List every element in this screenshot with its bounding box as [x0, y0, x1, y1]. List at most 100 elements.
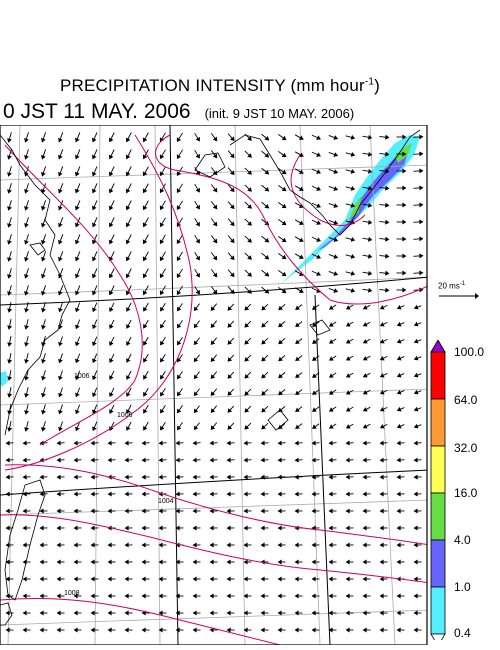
- wind-arrow-head: [192, 457, 197, 463]
- wind-arrow-head: [261, 339, 266, 345]
- wind-arrow-head: [124, 440, 129, 446]
- wind-arrow-head: [41, 256, 46, 262]
- wind-arrow-head: [212, 238, 218, 244]
- wind-arrow-head: [58, 426, 63, 432]
- wind-arrow-head: [402, 219, 407, 225]
- wind-arrow-head: [56, 491, 61, 497]
- wind-arrow-head: [247, 170, 252, 175]
- wind-arrow-head: [333, 220, 339, 225]
- wind-arrow-head: [260, 440, 265, 446]
- wind-arrow-head: [345, 440, 350, 446]
- wind-arrow-head: [226, 576, 231, 582]
- wind-arrow-head: [210, 357, 216, 363]
- wind-arrow-head: [58, 409, 63, 415]
- wind-arrow-head: [264, 238, 270, 243]
- wind-arrow-head: [350, 237, 356, 242]
- wind-arrow-head: [74, 137, 80, 143]
- wind-arrow-head: [176, 205, 182, 210]
- wind-arrow-head: [311, 440, 316, 446]
- wind-arrow-head: [74, 273, 80, 279]
- wind-arrow-head: [260, 542, 265, 548]
- wind-arrow-head: [226, 491, 231, 497]
- legend-label: 32.0: [454, 441, 478, 455]
- wind-arrow-head: [109, 358, 114, 363]
- wind-arrow-head: [396, 593, 401, 599]
- wind-arrow-head: [396, 610, 401, 616]
- wind-arrow-head: [74, 222, 80, 228]
- wind-arrow-head: [5, 627, 10, 633]
- wind-arrow-head: [74, 171, 80, 177]
- wind-arrow-head: [396, 542, 401, 548]
- wind-arrow-head: [413, 491, 418, 497]
- wind-arrow-head: [58, 307, 63, 313]
- wind-arrow-head: [379, 576, 384, 582]
- wind-arrow-head: [125, 256, 131, 262]
- legend-label: 0.4: [454, 626, 471, 640]
- wind-arrow-head: [212, 136, 218, 142]
- wind-arrow-head: [24, 342, 29, 347]
- wind-arrow-head: [281, 152, 287, 158]
- legend-swatch: [430, 586, 446, 635]
- weather-map: 1006 1006 1004 1008: [0, 125, 428, 645]
- wind-arrow-head: [294, 508, 299, 514]
- wind-arrow-head: [126, 341, 131, 346]
- wind-arrow-head: [193, 357, 199, 363]
- wind-arrow-head: [379, 457, 384, 463]
- wind-arrow-head: [58, 392, 63, 398]
- wind-arrow-head: [385, 202, 390, 208]
- wind-arrow-head: [396, 474, 401, 480]
- wind-arrow-head: [328, 542, 333, 548]
- wind-arrow-head: [295, 390, 300, 395]
- wind-arrow-head: [7, 291, 12, 296]
- wind-arrow-head: [243, 610, 248, 616]
- wind-arrow-head: [175, 491, 180, 497]
- wind-arrow-head: [90, 576, 95, 582]
- wind-arrow-head: [402, 185, 407, 191]
- wind-arrow-head: [7, 189, 12, 194]
- wind-arrow-head: [312, 356, 317, 361]
- wind-arrow-head: [298, 152, 304, 157]
- wind-arrow-head: [73, 593, 78, 599]
- wind-arrow-head: [125, 171, 131, 177]
- wind-arrow-head: [247, 187, 252, 192]
- wind-arrow-head: [41, 171, 46, 177]
- wind-arrow-head: [192, 542, 197, 548]
- wind-arrow-head: [277, 440, 282, 446]
- wind-arrow-head: [385, 270, 390, 276]
- wind-arrow-head: [212, 187, 218, 193]
- wind-arrow-head: [126, 375, 131, 380]
- wind-arrow-head: [345, 457, 350, 463]
- isobar-label: 1008: [64, 590, 80, 597]
- wind-arrow-head: [316, 169, 321, 174]
- wind-arrow-head: [345, 373, 351, 378]
- wind-arrow-head: [125, 205, 131, 211]
- title-close: ): [374, 76, 381, 95]
- wind-arrow-head: [277, 491, 282, 497]
- wind-arrow-head: [39, 542, 44, 548]
- wind-arrow-head: [158, 474, 163, 480]
- wind-arrow-head: [175, 440, 180, 446]
- wind-arrow-head: [175, 508, 180, 514]
- wind-arrow-head: [209, 593, 214, 599]
- wind-arrow-head: [192, 440, 197, 446]
- wind-arrow-head: [108, 188, 114, 194]
- wind-arrow-head: [56, 559, 61, 565]
- wind-arrow-head: [143, 340, 148, 346]
- wind-arrow-head: [350, 152, 356, 157]
- wind-arrow-head: [143, 374, 148, 380]
- wind-arrow-head: [192, 474, 197, 480]
- wind-arrow-head: [90, 593, 95, 599]
- wind-arrow-head: [396, 525, 401, 531]
- wind-arrow-head: [226, 559, 231, 565]
- wind-arrow-head: [333, 271, 339, 276]
- wind-arrow-head: [58, 205, 63, 211]
- wind-arrow-head: [160, 391, 165, 397]
- wind-arrow-head: [73, 542, 78, 548]
- wind-arrow-head: [24, 155, 29, 160]
- wind-arrow-head: [56, 610, 61, 616]
- wind-arrow-head: [350, 169, 356, 174]
- wind-arrow-head: [379, 593, 384, 599]
- wind-arrow-head: [210, 374, 216, 380]
- wind-arrow-head: [159, 256, 165, 262]
- wind-arrow-head: [328, 627, 333, 633]
